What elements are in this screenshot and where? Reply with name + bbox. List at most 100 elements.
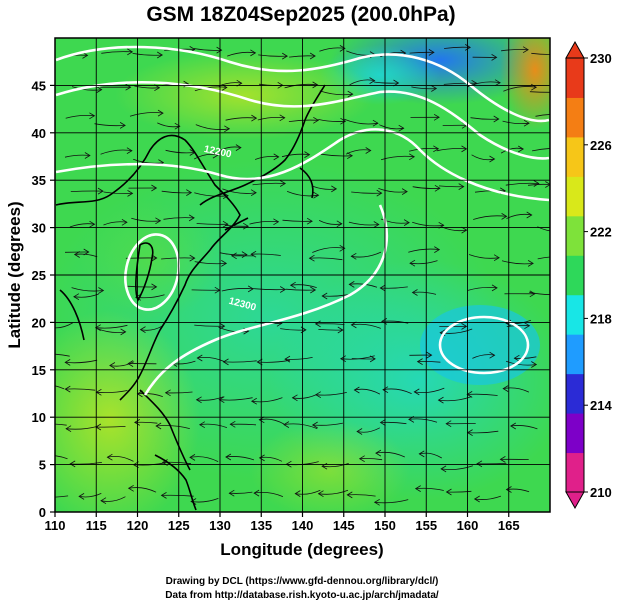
streamline [162, 461, 192, 465]
streamline-arrow [164, 389, 171, 397]
streamline-arrow [513, 354, 520, 362]
streamline-arrow [458, 183, 465, 190]
streamline [373, 81, 399, 84]
streamline [101, 51, 133, 54]
streamline [319, 47, 345, 52]
colorbar-segment [566, 373, 584, 414]
streamline-arrow [445, 420, 452, 428]
streamline [133, 158, 164, 164]
x-tick-label: 165 [498, 518, 520, 533]
streamline [70, 190, 104, 192]
streamline [197, 356, 225, 362]
streamline-arrow [431, 85, 438, 92]
streamline-arrow [346, 491, 353, 499]
streamline-arrow [64, 359, 71, 366]
streamline [312, 186, 337, 190]
streamline [318, 119, 346, 122]
streamline [417, 361, 441, 363]
streamline [251, 288, 286, 291]
streamline [222, 188, 257, 194]
streamline-arrow [222, 358, 229, 366]
streamline-arrow [312, 81, 319, 89]
streamline [134, 85, 160, 89]
streamline-arrow [428, 49, 435, 56]
streamline [318, 329, 343, 331]
streamline-arrow [304, 151, 311, 158]
streamline-arrow [373, 221, 380, 228]
y-tick-label: 45 [32, 78, 46, 93]
colorbar-segment [566, 255, 584, 296]
colorbar-segment [566, 136, 584, 177]
streamline-arrow [411, 289, 418, 296]
streamline [379, 124, 404, 130]
x-tick-label: 115 [86, 518, 107, 533]
streamline-arrow [284, 355, 291, 363]
streamline [283, 423, 318, 429]
y-tick-label: 10 [32, 410, 46, 425]
streamline [348, 221, 379, 226]
x-tick-label: 120 [127, 518, 149, 533]
streamline [229, 491, 253, 494]
streamline-arrow [289, 281, 296, 289]
colorbar-tick-label: 214 [590, 398, 612, 413]
streamline [319, 90, 353, 96]
streamline-arrow [253, 489, 260, 497]
streamline-arrow [559, 254, 564, 260]
streamline [343, 118, 378, 125]
streamline [103, 191, 133, 195]
streamline [129, 112, 164, 117]
x-tick-label: 150 [374, 518, 396, 533]
streamline-arrow [250, 250, 257, 258]
field-patch-green-west [80, 200, 220, 320]
streamline [414, 387, 445, 393]
streamline [380, 218, 410, 224]
streamline-arrow [120, 328, 127, 336]
colorbar-tick-label: 226 [590, 138, 612, 153]
colorbar-frame [565, 57, 585, 493]
streamline [380, 421, 407, 425]
streamline [359, 458, 383, 461]
streamline [284, 83, 318, 89]
streamline [65, 388, 96, 391]
streamline-arrow [461, 145, 468, 153]
streamline [194, 261, 227, 265]
streamline [258, 54, 288, 57]
streamline [157, 122, 180, 128]
streamline [285, 288, 316, 291]
streamline [322, 463, 349, 468]
streamline [280, 328, 306, 331]
streamline-arrow [106, 453, 113, 461]
colorbar: 210 214 218 222 226 230 [565, 40, 612, 510]
streamline-arrow [82, 52, 89, 59]
streamline-arrow [373, 498, 380, 506]
streamline [249, 220, 279, 225]
streamline [312, 247, 345, 253]
streamline-arrow [109, 362, 116, 369]
streamline [471, 154, 495, 161]
streamline [411, 86, 437, 90]
streamline-arrow [418, 450, 425, 458]
streamline-arrow [309, 52, 316, 60]
streamline-arrow [73, 251, 80, 258]
streamline-arrow [350, 252, 357, 260]
streamline [446, 490, 472, 493]
streamline-arrow [533, 180, 540, 187]
streamline-arrow [98, 287, 105, 294]
streamline-arrow [221, 260, 228, 267]
streamline-arrow [491, 284, 498, 292]
streamline-arrow [281, 52, 288, 60]
streamline [156, 425, 190, 429]
colorbar-segment [566, 58, 584, 98]
streamline-arrow [315, 391, 322, 399]
streamline-arrow [189, 454, 196, 461]
streamline-arrow [529, 290, 536, 298]
streamline-arrow [250, 49, 257, 57]
streamline-arrow [336, 220, 343, 228]
streamline-arrow [251, 397, 258, 405]
streamline-arrow [403, 219, 410, 226]
streamline [193, 48, 222, 51]
streamline [351, 251, 382, 258]
streamline [257, 116, 285, 121]
streamline-arrow [408, 153, 415, 161]
